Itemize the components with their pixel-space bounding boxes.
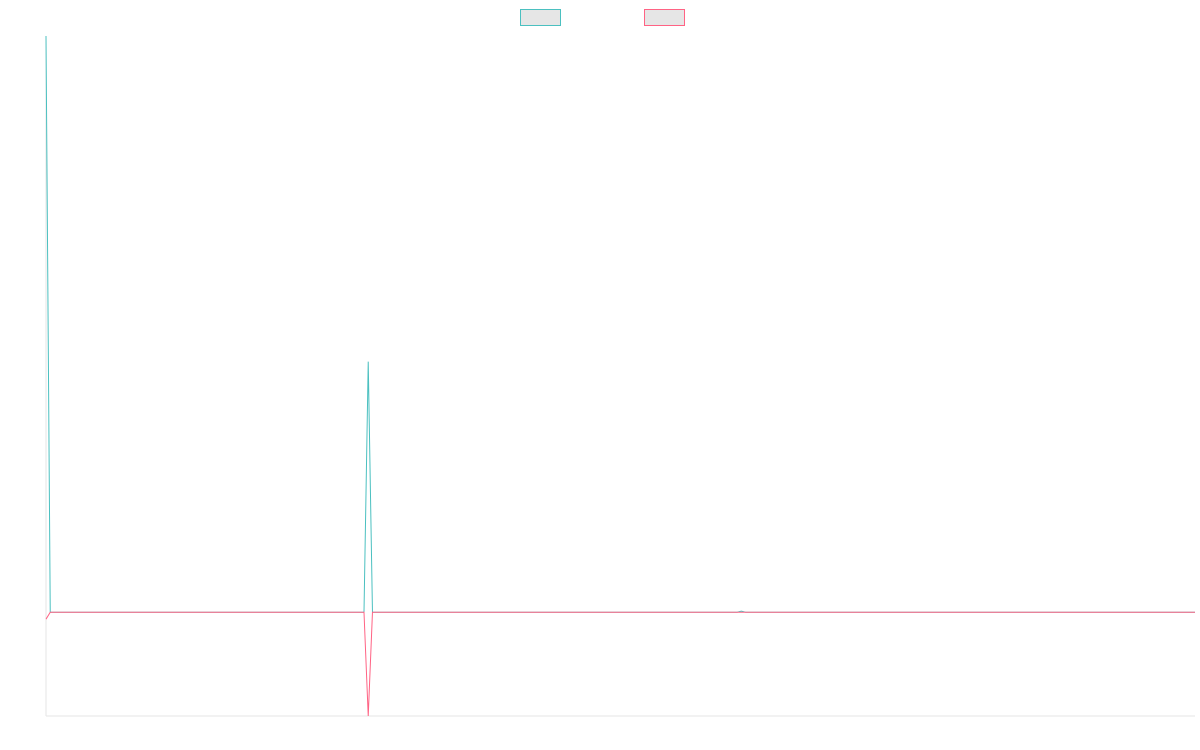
legend (520, 9, 685, 26)
series-layer (45, 35, 1195, 717)
legend-swatch-1[interactable] (520, 9, 561, 26)
legend-swatch-2[interactable] (644, 9, 685, 26)
axes (45, 36, 1195, 717)
series-line-1 (45, 35, 1195, 613)
series-line-2 (45, 611, 1195, 717)
